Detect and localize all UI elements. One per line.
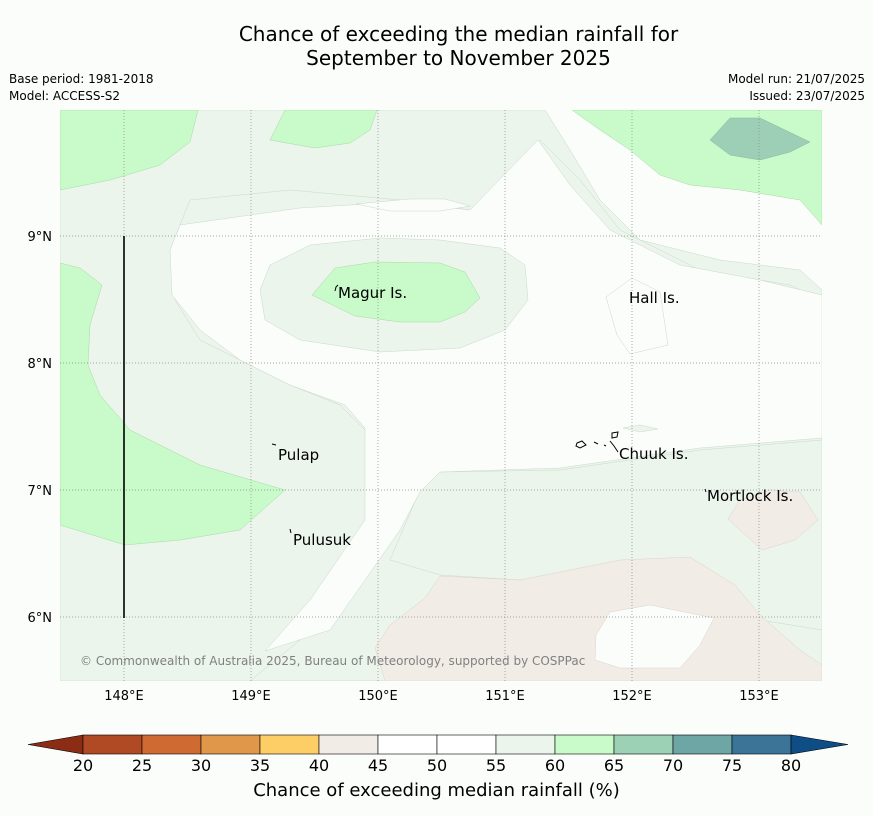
colorbar-segment [672, 734, 733, 755]
chuuk-island-shape-4 [609, 440, 619, 453]
colorbar-tick-label: 35 [250, 756, 270, 775]
colorbar-tick-label: 55 [486, 756, 506, 775]
contour-60-65-northwest [60, 110, 199, 191]
colorbar-over-arrow [790, 734, 849, 755]
lon-label-153: 153°E [739, 689, 779, 704]
chuuk-island-shape-2 [593, 441, 599, 445]
lat-label-9: 9°N [28, 230, 53, 245]
meta-left: Base period: 1981-2018 Model: ACCESS-S2 [9, 71, 154, 105]
lon-axis-labels: 148°E 149°E 150°E 151°E 152°E 153°E [104, 689, 779, 704]
colorbar-tick-label: 65 [604, 756, 624, 775]
chuuk-island-shape-3 [611, 431, 619, 439]
colorbar-tick-label: 70 [663, 756, 683, 775]
colorbar-segment [495, 734, 556, 755]
lon-label-150: 150°E [358, 689, 398, 704]
contour-60-65-north [269, 110, 378, 149]
contour-45-55-pocket-north [355, 198, 471, 212]
magur-island-shape [334, 284, 339, 292]
islands [271, 284, 707, 534]
colorbar: 20 25 30 35 40 45 50 55 60 65 70 75 80 [27, 734, 849, 775]
colorbar-segment [613, 734, 674, 755]
base-period: Base period: 1981-2018 [9, 72, 154, 86]
lon-label-149: 149°E [231, 689, 271, 704]
place-label-chuuk: Chuuk Is. [619, 445, 688, 463]
colorbar-tick-label: 60 [545, 756, 565, 775]
model-run: Model run: 21/07/2025 [727, 72, 865, 86]
place-label-magur: Magur Is. [338, 284, 407, 302]
colorbar-segment [554, 734, 615, 755]
title-line-1: Chance of exceeding the median rainfall … [238, 22, 679, 46]
colorbar-tick-label: 50 [427, 756, 447, 775]
colorbar-tick-label: 40 [309, 756, 329, 775]
pulap-island-shape [271, 443, 277, 446]
contour-65-70-northeast [709, 117, 811, 161]
colorbar-under-arrow [27, 734, 84, 755]
lon-label-151: 151°E [485, 689, 525, 704]
colorbar-tick-label: 75 [722, 756, 742, 775]
colorbar-segment [377, 734, 438, 755]
lat-label-6: 6°N [28, 611, 53, 626]
lon-label-152: 152°E [612, 689, 652, 704]
pulusuk-island-shape [289, 528, 292, 534]
place-label-pulusuk: Pulusuk [293, 531, 351, 549]
contour-60-65-west [60, 262, 286, 546]
colorbar-segment [318, 734, 379, 755]
map-title: Chance of exceeding the median rainfall … [0, 22, 873, 70]
lat-axis-labels: 9°N 8°N 7°N 6°N [28, 230, 53, 626]
colorbar-title: Chance of exceeding median rainfall (%) [253, 780, 620, 801]
lat-label-8: 8°N [28, 357, 53, 372]
chuuk-island-shape-1 [575, 440, 587, 449]
chuuk-island-shape-5 [603, 444, 607, 447]
colorbar-segment [141, 734, 202, 755]
place-label-hall: Hall Is. [629, 289, 680, 307]
contour-60-65-magur [311, 261, 481, 323]
lon-label-148: 148°E [104, 689, 144, 704]
place-label-mortlock: Mortlock Is. [707, 487, 793, 505]
colorbar-tick-label: 45 [368, 756, 388, 775]
colorbar-tick-label: 30 [191, 756, 211, 775]
title-line-2: September to November 2025 [306, 46, 611, 70]
contour-45-55-south-pocket [594, 604, 715, 669]
model-name: Model: ACCESS-S2 [9, 89, 121, 103]
colorbar-segment [200, 734, 261, 755]
map-plot: Magur Is. Hall Is. Pulap Chuuk Is. Mortl… [60, 110, 822, 681]
mortlock-island-shape [704, 488, 707, 493]
contour-40-45-mortlock [727, 489, 819, 551]
colorbar-tick-label: 80 [781, 756, 801, 775]
colorbar-tick-label: 20 [73, 756, 93, 775]
colorbar-segment [731, 734, 792, 755]
lat-label-7: 7°N [28, 484, 53, 499]
colorbar-segment [259, 734, 320, 755]
meta-right: Model run: 21/07/2025 Issued: 23/07/2025 [728, 71, 865, 105]
issued-date: Issued: 23/07/2025 [749, 89, 865, 103]
copyright-notice: © Commonwealth of Australia 2025, Bureau… [80, 654, 585, 668]
colorbar-segment [82, 734, 143, 755]
colorbar-tick-label: 25 [132, 756, 152, 775]
colorbar-segment [436, 734, 497, 755]
contour-40-45-south [374, 556, 822, 681]
place-label-pulap: Pulap [278, 446, 319, 464]
contour-55-60-chuuk [622, 424, 659, 433]
